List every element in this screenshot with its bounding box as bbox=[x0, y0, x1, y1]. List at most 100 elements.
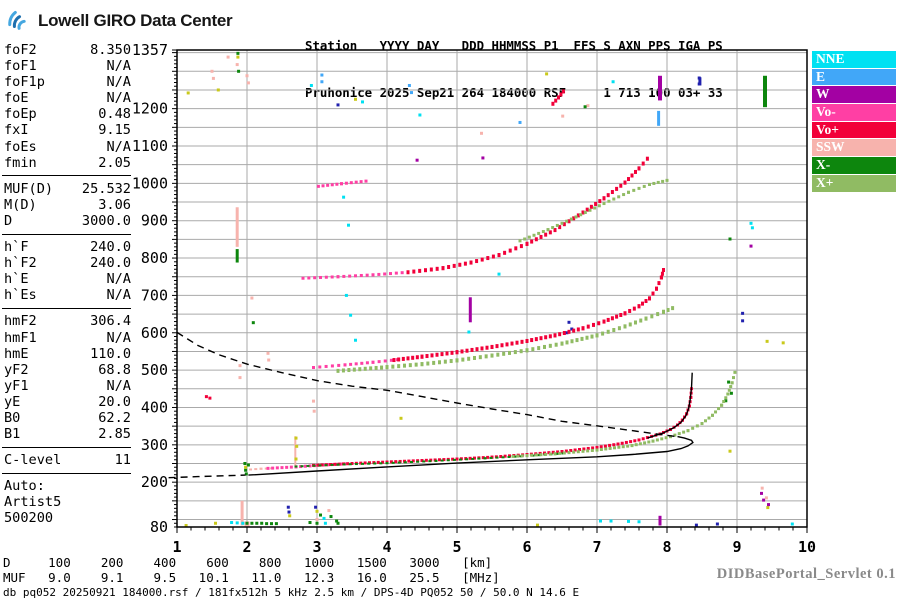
svg-text:600: 600 bbox=[141, 324, 168, 342]
legend-item-w: W bbox=[812, 86, 896, 104]
measurement-row: foF2 8.350 bbox=[4, 42, 131, 58]
measurement-row: hmF2 306.4 bbox=[4, 313, 131, 329]
svg-text:700: 700 bbox=[141, 286, 168, 304]
svg-text:5: 5 bbox=[452, 538, 461, 556]
measurement-label: hmF1 bbox=[4, 329, 37, 346]
measurement-label: foF1 bbox=[4, 58, 37, 75]
legend-item-x: X+ bbox=[812, 174, 896, 192]
distance-row: D 100 200 400 600 800 1000 1500 3000 [km… bbox=[3, 555, 493, 570]
measurement-value: 3000.0 bbox=[81, 212, 131, 229]
svg-text:1100: 1100 bbox=[132, 137, 168, 155]
measurement-value: N/A bbox=[106, 58, 131, 75]
measurement-row: B0 62.2 bbox=[4, 410, 131, 426]
measurement-row: yE 20.0 bbox=[4, 394, 131, 410]
measurement-value: N/A bbox=[106, 90, 131, 107]
measurement-row: h`E N/A bbox=[4, 271, 131, 287]
logo-text: Lowell GIRO Data Center bbox=[38, 11, 233, 30]
svg-text:8: 8 bbox=[662, 538, 671, 556]
measurement-row: h`F 240.0 bbox=[4, 239, 131, 255]
measurement-value: 20.0 bbox=[98, 393, 131, 410]
measurement-label: D bbox=[4, 212, 13, 229]
svg-text:2: 2 bbox=[242, 538, 251, 556]
measurement-label: h`E bbox=[4, 271, 29, 288]
measurement-value: 2.05 bbox=[98, 154, 131, 171]
measurement-row: foF1 N/A bbox=[4, 58, 131, 74]
legend-item-nne: NNE bbox=[812, 51, 896, 68]
measurement-label: B1 bbox=[4, 426, 21, 443]
measurement-label: yF2 bbox=[4, 361, 29, 378]
svg-text:80: 80 bbox=[150, 518, 168, 536]
measurement-label: MUF(D) bbox=[4, 180, 54, 197]
measurement-row: fxI 9.15 bbox=[4, 122, 131, 138]
svg-text:300: 300 bbox=[141, 436, 168, 454]
measurement-row: foF1p N/A bbox=[4, 74, 131, 90]
measurement-row: fmin 2.05 bbox=[4, 155, 131, 171]
panel-divider bbox=[2, 307, 131, 309]
svg-text:7: 7 bbox=[592, 538, 601, 556]
svg-text:4: 4 bbox=[382, 538, 391, 556]
measurement-value: N/A bbox=[106, 138, 131, 155]
measurement-label: foF2 bbox=[4, 42, 37, 58]
measurement-value: 2.85 bbox=[98, 426, 131, 443]
measurement-label: h`Es bbox=[4, 287, 37, 304]
legend-item-vo: Vo- bbox=[812, 104, 896, 121]
measurement-label: foF1p bbox=[4, 74, 45, 91]
measurement-label: h`F2 bbox=[4, 255, 37, 272]
measurement-value: 62.2 bbox=[98, 409, 131, 426]
measurement-row: M(D) 3.06 bbox=[4, 197, 131, 213]
radio-wave-arcs-icon bbox=[6, 5, 34, 37]
measurement-row: foEp 0.48 bbox=[4, 106, 131, 122]
measurement-label: foEs bbox=[4, 138, 37, 155]
measurement-value: 3.06 bbox=[98, 196, 131, 213]
measurement-label: foE bbox=[4, 90, 29, 107]
svg-text:200: 200 bbox=[141, 473, 168, 491]
measurement-row: hmF1 N/A bbox=[4, 330, 131, 346]
measurement-row: foEs N/A bbox=[4, 139, 131, 155]
legend-item-e: E bbox=[812, 68, 896, 86]
measurement-row: 500200 bbox=[4, 510, 131, 526]
measurement-row: h`Es N/A bbox=[4, 287, 131, 303]
measurement-row: B1 2.85 bbox=[4, 426, 131, 442]
echo-direction-legend: NNE E W Vo- Vo+ SSW X- X+ bbox=[812, 51, 896, 193]
servlet-watermark: DIDBasePortal_Servlet 0.1 bbox=[716, 566, 896, 582]
legend-item-ssw: SSW bbox=[812, 139, 896, 157]
measurement-label: hmF2 bbox=[4, 313, 37, 330]
measurement-row: D 3000.0 bbox=[4, 213, 131, 229]
measurement-label: yE bbox=[4, 393, 21, 410]
measurement-value: 68.8 bbox=[98, 361, 131, 378]
measurement-row: MUF(D) 25.532 bbox=[4, 181, 131, 197]
measurement-label: fxI bbox=[4, 122, 29, 139]
measurement-value: N/A bbox=[106, 271, 131, 288]
measurement-value: 110.0 bbox=[90, 345, 131, 362]
measurement-label: foEp bbox=[4, 106, 37, 123]
measurement-label: h`F bbox=[4, 239, 29, 256]
measurement-value: 306.4 bbox=[90, 313, 131, 330]
svg-text:1357: 1357 bbox=[132, 41, 168, 59]
panel-divider bbox=[2, 233, 131, 235]
panel-divider bbox=[2, 175, 131, 177]
measurement-label: Auto: bbox=[4, 478, 45, 495]
measurement-value: 11 bbox=[114, 452, 131, 469]
svg-text:6: 6 bbox=[522, 538, 531, 556]
svg-text:9: 9 bbox=[732, 538, 741, 556]
measurement-row: foE N/A bbox=[4, 90, 131, 106]
measurement-row: C-level 11 bbox=[4, 452, 131, 468]
measurement-row: h`F2 240.0 bbox=[4, 255, 131, 271]
svg-text:900: 900 bbox=[141, 212, 168, 230]
svg-text:1200: 1200 bbox=[132, 100, 168, 118]
status-line: db pq052 20250921 184000.rsf / 181fx512h… bbox=[3, 586, 580, 599]
measurement-row: Artist5 bbox=[4, 494, 131, 510]
svg-text:3: 3 bbox=[312, 538, 321, 556]
panel-divider bbox=[2, 472, 131, 474]
measurement-value: N/A bbox=[106, 377, 131, 394]
measurement-label: fmin bbox=[4, 154, 37, 171]
measurement-row: hmE 110.0 bbox=[4, 346, 131, 362]
svg-text:500: 500 bbox=[141, 361, 168, 379]
muf-row: MUF 9.0 9.1 9.5 10.1 11.0 12.3 16.0 25.5… bbox=[3, 570, 500, 585]
panel-divider bbox=[2, 446, 131, 448]
measurement-row: Auto: bbox=[4, 478, 131, 494]
measurement-value: 240.0 bbox=[90, 239, 131, 256]
legend-item-x: X- bbox=[812, 157, 896, 174]
measurement-label: C-level bbox=[4, 452, 62, 469]
